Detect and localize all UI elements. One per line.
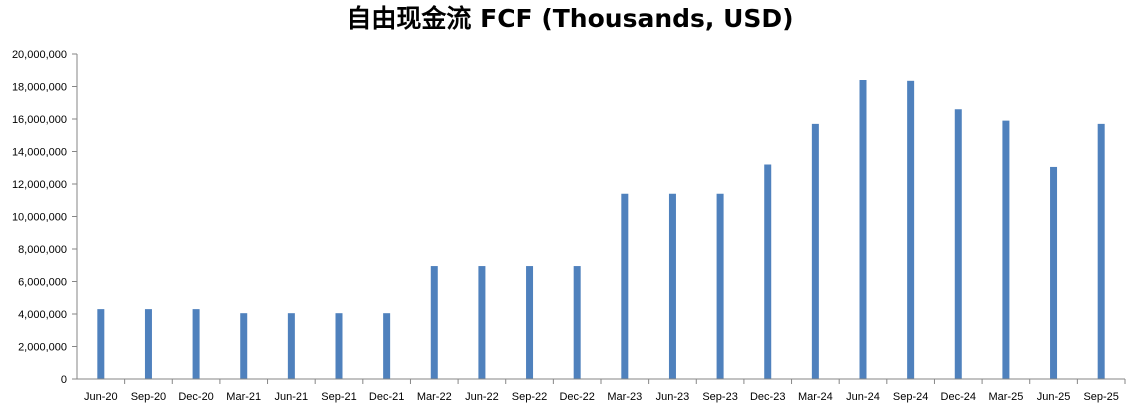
x-tick-label: Jun-25 <box>1037 391 1071 403</box>
bar <box>764 164 772 379</box>
bars <box>97 80 1105 379</box>
y-axis-ticks: 0 2,000,000 4,000,000 6,000,000 8,000,000 10,… <box>12 49 77 386</box>
y-tick-label: 16,000,000 <box>12 114 67 126</box>
bar <box>859 80 867 379</box>
x-tick-label: Sep-24 <box>893 391 928 403</box>
bar <box>811 123 819 379</box>
bar <box>954 109 962 379</box>
y-tick-label: 6,000,000 <box>18 277 67 289</box>
x-tick-label: Sep-21 <box>321 391 356 403</box>
x-tick-label: Sep-20 <box>131 391 166 403</box>
x-tick-label: Sep-22 <box>512 391 547 403</box>
bar <box>240 313 248 379</box>
bar <box>335 313 343 379</box>
axes <box>76 54 1125 380</box>
x-tick-label: Mar-21 <box>226 391 261 403</box>
x-tick-label: Sep-25 <box>1083 391 1118 403</box>
x-tick-label: Jun-22 <box>465 391 499 403</box>
y-tick-label: 20,000,000 <box>12 49 67 61</box>
x-tick-label: Dec-21 <box>369 391 404 403</box>
bar <box>287 313 295 379</box>
chart-title: 自由现金流 FCF (Thousands, USD) <box>346 4 793 33</box>
x-tick-label: Mar-22 <box>417 391 452 403</box>
x-tick-label: Dec-23 <box>750 391 785 403</box>
x-tick-label: Dec-22 <box>559 391 594 403</box>
bar <box>526 266 534 379</box>
x-tick-label: Jun-20 <box>84 391 118 403</box>
bar <box>144 309 152 379</box>
x-tick-label: Dec-24 <box>941 391 976 403</box>
x-tick-label: Jun-21 <box>275 391 309 403</box>
y-tick-label: 2,000,000 <box>18 342 67 354</box>
bar <box>621 193 629 379</box>
x-tick-label: Sep-23 <box>702 391 737 403</box>
bar <box>907 80 915 379</box>
bar <box>1002 120 1010 379</box>
x-axis-ticks: Jun-20 Sep-20 Dec-20 Mar-21 Jun-21 Sep-21 Dec-… <box>84 379 1126 403</box>
bar <box>478 266 486 379</box>
y-tick-label: 12,000,000 <box>12 179 67 191</box>
y-tick-label: 4,000,000 <box>18 309 67 321</box>
x-tick-label: Mar-25 <box>988 391 1023 403</box>
x-tick-label: Mar-23 <box>607 391 642 403</box>
bar <box>192 309 200 379</box>
bar <box>430 266 438 379</box>
y-tick-label: 10,000,000 <box>12 212 67 224</box>
x-tick-label: Dec-20 <box>178 391 213 403</box>
bar <box>573 266 581 379</box>
y-tick-label: 18,000,000 <box>12 82 67 94</box>
y-tick-label: 14,000,000 <box>12 147 67 159</box>
y-tick-label: 8,000,000 <box>18 244 67 256</box>
y-tick-label: 0 <box>61 374 67 386</box>
bar <box>383 313 391 379</box>
bar <box>97 309 105 379</box>
bar <box>1097 123 1105 379</box>
bar <box>716 193 724 379</box>
x-tick-label: Mar-24 <box>798 391 833 403</box>
x-tick-label: Jun-23 <box>656 391 690 403</box>
bar <box>668 193 676 379</box>
bar <box>1050 166 1058 379</box>
x-tick-label: Jun-24 <box>846 391 880 403</box>
